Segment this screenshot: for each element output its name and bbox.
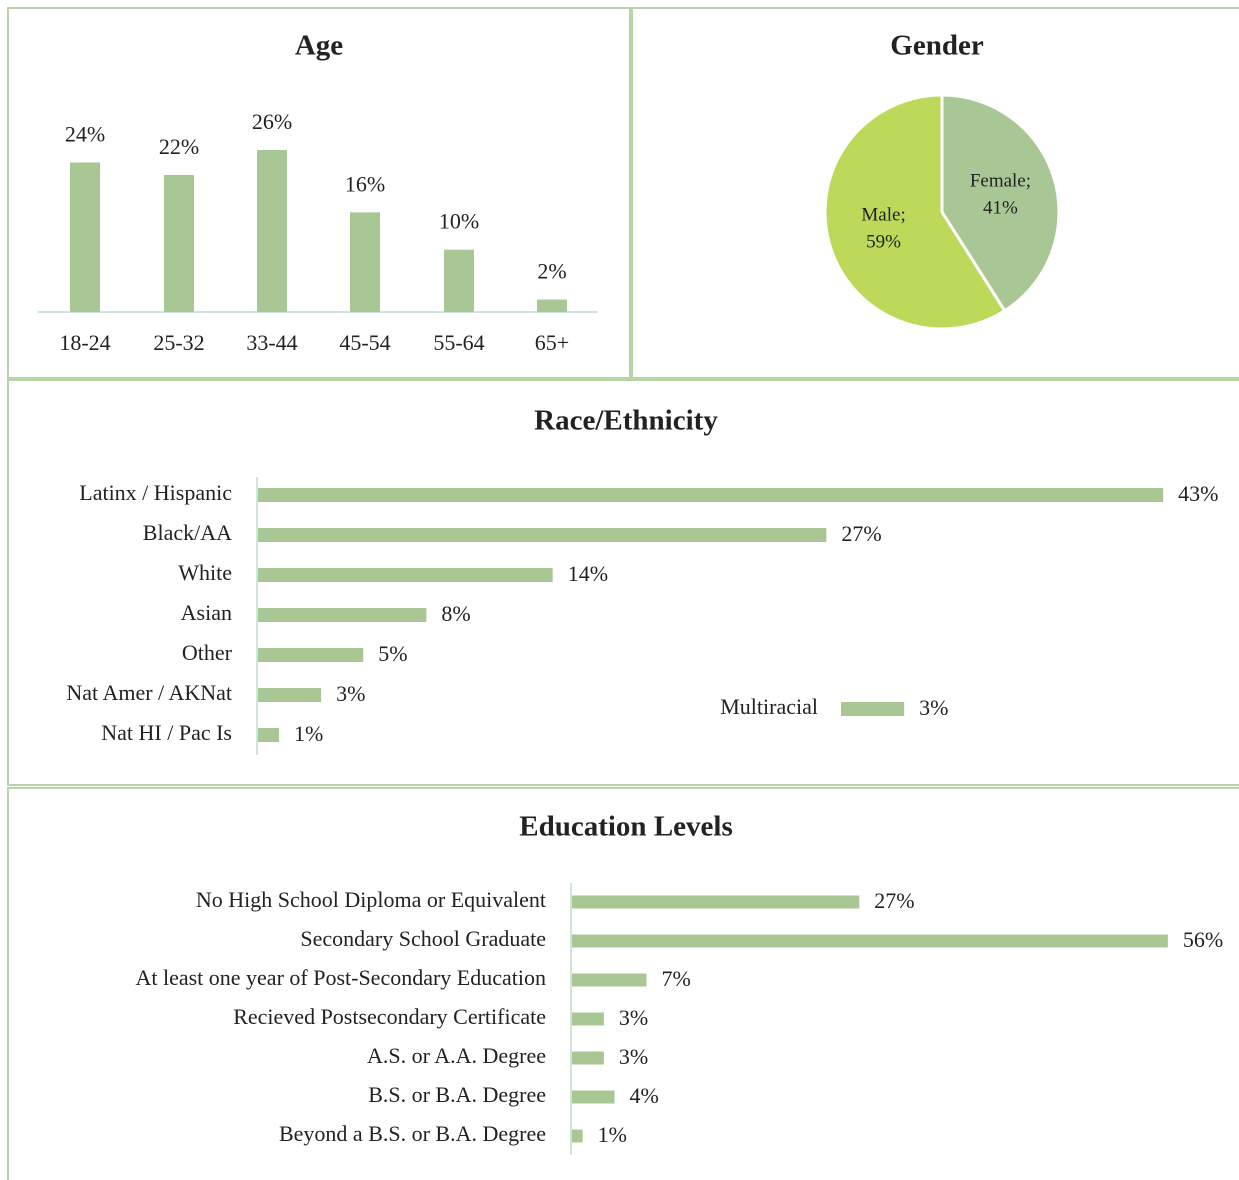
x-tick-label: 18-24 bbox=[59, 330, 110, 355]
bar bbox=[572, 1090, 615, 1104]
y-tick-label: B.S. or B.A. Degree bbox=[368, 1082, 546, 1107]
chart-title: Gender bbox=[890, 30, 984, 62]
data-label: 24% bbox=[65, 122, 105, 147]
y-tick-label: Recieved Postsecondary Certificate bbox=[233, 1004, 546, 1029]
data-label: 3% bbox=[919, 695, 948, 720]
bar bbox=[164, 174, 194, 312]
data-label: 3% bbox=[619, 1005, 648, 1030]
bar bbox=[841, 702, 905, 716]
data-label: 2% bbox=[537, 259, 566, 284]
y-tick-label: Nat Amer / AKNat bbox=[66, 680, 232, 705]
data-label: 14% bbox=[568, 561, 608, 586]
gender-panel bbox=[631, 7, 1239, 379]
data-label: 8% bbox=[441, 601, 470, 626]
x-tick-label: 45-54 bbox=[339, 330, 390, 355]
data-label: 22% bbox=[159, 134, 199, 159]
bar bbox=[258, 608, 427, 622]
slice-label: Male; bbox=[861, 204, 905, 225]
data-label: 7% bbox=[661, 966, 690, 991]
bar bbox=[537, 299, 567, 312]
data-label: 27% bbox=[874, 888, 914, 913]
education-panel bbox=[7, 787, 1239, 1180]
y-tick-label: At least one year of Post-Secondary Educ… bbox=[135, 965, 546, 990]
y-tick-label: Multiracial bbox=[720, 694, 818, 719]
y-tick-label: Beyond a B.S. or B.A. Degree bbox=[279, 1121, 546, 1146]
chart-title: Education Levels bbox=[519, 811, 733, 843]
bar bbox=[572, 973, 647, 987]
data-label: 56% bbox=[1183, 927, 1223, 952]
y-tick-label: Other bbox=[182, 640, 233, 665]
x-tick-label: 55-64 bbox=[433, 330, 484, 355]
bar bbox=[258, 688, 322, 702]
data-label: 4% bbox=[630, 1083, 659, 1108]
y-tick-label: Asian bbox=[181, 600, 232, 625]
y-tick-label: Latinx / Hispanic bbox=[79, 480, 232, 505]
data-label: 16% bbox=[345, 171, 385, 196]
x-tick-label: 33-44 bbox=[246, 330, 297, 355]
bar bbox=[572, 1051, 604, 1065]
data-label: 5% bbox=[378, 641, 407, 666]
data-label: 10% bbox=[439, 209, 479, 234]
bar bbox=[572, 895, 860, 909]
bar bbox=[258, 648, 364, 662]
data-label: 26% bbox=[252, 109, 292, 134]
data-label: 1% bbox=[598, 1122, 627, 1147]
data-label: 3% bbox=[619, 1044, 648, 1069]
slice-value: 41% bbox=[983, 197, 1018, 218]
data-label: 43% bbox=[1178, 481, 1218, 506]
data-label: 27% bbox=[841, 521, 881, 546]
bar bbox=[257, 150, 287, 312]
slice-value: 59% bbox=[866, 231, 901, 252]
bar bbox=[258, 528, 827, 542]
bar bbox=[70, 162, 100, 312]
bar bbox=[572, 1129, 583, 1143]
data-label: 3% bbox=[336, 681, 365, 706]
y-tick-label: A.S. or A.A. Degree bbox=[367, 1043, 546, 1068]
bar bbox=[572, 1012, 604, 1026]
bar bbox=[444, 249, 474, 312]
bar bbox=[572, 934, 1168, 948]
bar bbox=[258, 728, 280, 742]
y-tick-label: Secondary School Graduate bbox=[300, 926, 546, 951]
chart-title: Race/Ethnicity bbox=[534, 405, 718, 437]
data-label: 1% bbox=[294, 721, 323, 746]
bar bbox=[350, 212, 380, 312]
y-tick-label: Nat HI / Pac Is bbox=[101, 720, 232, 745]
y-tick-label: No High School Diploma or Equivalent bbox=[196, 887, 546, 912]
age-panel bbox=[7, 7, 631, 379]
slice-label: Female; bbox=[970, 170, 1031, 191]
pie-slice bbox=[823, 93, 1007, 331]
bar bbox=[258, 488, 1164, 502]
x-tick-label: 65+ bbox=[535, 330, 569, 355]
y-tick-label: White bbox=[178, 560, 232, 585]
chart-title: Age bbox=[295, 30, 343, 62]
bar bbox=[258, 568, 553, 582]
y-tick-label: Black/AA bbox=[143, 520, 232, 545]
race-panel bbox=[7, 379, 1239, 786]
x-tick-label: 25-32 bbox=[153, 330, 204, 355]
